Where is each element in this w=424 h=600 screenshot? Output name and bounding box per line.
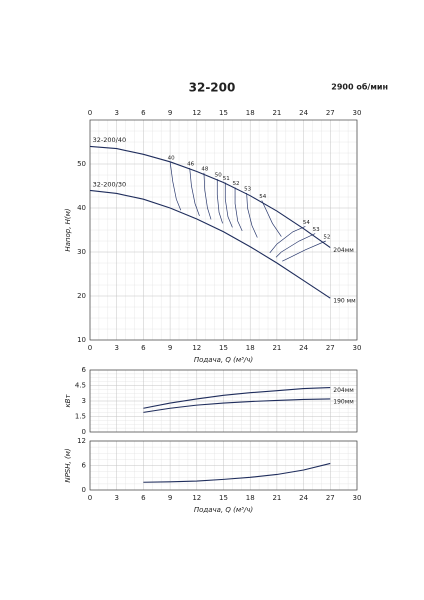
x-tick-label: 3: [114, 494, 118, 502]
plot-frame: [89, 440, 358, 491]
plot-frame: [89, 369, 358, 433]
annotation: 32-200/30: [93, 181, 126, 189]
annotation: 32-200/40: [93, 136, 126, 144]
y-axis-label: кВт: [64, 394, 72, 408]
x-tick-label: 12: [192, 344, 201, 352]
curve: [143, 398, 331, 413]
efficiency-contour: [224, 182, 233, 228]
x-tick-label-top: 30: [353, 109, 362, 117]
x-tick-label: 6: [141, 344, 146, 352]
x-tick-label: 27: [326, 344, 335, 352]
efficiency-label: 51: [223, 176, 230, 182]
y-tick-label: 3: [82, 397, 86, 405]
efficiency-contour: [189, 167, 200, 217]
y-tick-label: 4.5: [75, 382, 86, 390]
efficiency-contour: [216, 178, 223, 224]
curve-label: 204мм: [333, 247, 354, 254]
curve-label: 204мм: [333, 387, 354, 394]
y-axis-label: NPSH, (м): [64, 448, 72, 483]
x-tick-label-top: 27: [326, 109, 335, 117]
x-axis-label: Подача, Q (м³/ч): [194, 356, 254, 364]
curve-label: 190мм: [333, 398, 354, 405]
y-axis-label: Напор, H(м): [64, 208, 72, 252]
efficiency-label: 52: [323, 235, 330, 241]
x-tick-label-top: 6: [141, 109, 146, 117]
x-tick-label-top: 18: [246, 109, 255, 117]
efficiency-contour: [169, 161, 182, 211]
y-tick-label: 10: [77, 336, 86, 344]
x-tick-label: 30: [353, 344, 362, 352]
x-tick-label: 15: [219, 494, 228, 502]
x-tick-label-top: 21: [272, 109, 281, 117]
x-tick-label: 15: [219, 344, 228, 352]
x-tick-label: 18: [246, 344, 255, 352]
rpm-label: 2900 об/мин: [331, 82, 388, 92]
y-tick-label: 6: [82, 366, 87, 374]
y-tick-label: 40: [77, 204, 86, 212]
x-tick-label: 9: [168, 344, 172, 352]
curve: [143, 462, 331, 483]
x-tick-label: 0: [88, 494, 92, 502]
x-tick-label-top: 9: [168, 109, 172, 117]
x-tick-label-top: 0: [88, 109, 92, 117]
y-tick-label: 6: [82, 462, 87, 470]
y-tick-label: 30: [77, 248, 86, 256]
curve: [89, 189, 331, 299]
efficiency-contour: [234, 187, 243, 232]
y-tick-label: 12: [77, 437, 86, 445]
x-tick-label: 6: [141, 494, 146, 502]
plot-frame: [89, 119, 358, 341]
x-tick-label: 24: [299, 494, 308, 502]
efficiency-contour: [275, 233, 316, 258]
efficiency-contour: [282, 240, 326, 262]
curve: [89, 145, 331, 249]
efficiency-label: 46: [187, 161, 194, 167]
y-tick-label: 50: [77, 160, 86, 168]
x-tick-label-top: 12: [192, 109, 201, 117]
efficiency-contour: [246, 193, 258, 238]
x-tick-label: 24: [299, 344, 308, 352]
curve-label: 190 мм: [333, 298, 355, 305]
efficiency-label: 53: [313, 227, 320, 233]
efficiency-contour: [261, 200, 282, 237]
efficiency-label: 53: [244, 187, 251, 193]
x-tick-label: 30: [353, 494, 362, 502]
x-tick-label: 12: [192, 494, 201, 502]
efficiency-label: 52: [233, 181, 240, 187]
y-tick-label: 20: [77, 292, 86, 300]
efficiency-label: 54: [303, 220, 310, 226]
x-tick-label: 18: [246, 494, 255, 502]
efficiency-label: 50: [215, 172, 222, 178]
x-tick-label: 3: [114, 344, 118, 352]
y-tick-label: 1.5: [75, 413, 86, 421]
x-tick-label-top: 24: [299, 109, 308, 117]
x-tick-label-top: 3: [114, 109, 118, 117]
y-tick-label: 0: [82, 486, 86, 494]
x-tick-label: 0: [88, 344, 92, 352]
x-tick-label: 21: [272, 494, 281, 502]
efficiency-label: 48: [201, 166, 208, 172]
efficiency-label: 54: [259, 194, 266, 200]
efficiency-contour: [203, 172, 212, 220]
efficiency-label: 40: [168, 155, 175, 161]
curve: [143, 387, 331, 409]
x-tick-label: 21: [272, 344, 281, 352]
y-tick-label: 0: [82, 428, 86, 436]
efficiency-contour: [269, 226, 306, 254]
x-axis-label: Подача, Q (м³/ч): [194, 506, 254, 514]
x-tick-label: 27: [326, 494, 335, 502]
chart-title: 32-200: [189, 81, 236, 95]
x-tick-label-top: 15: [219, 109, 228, 117]
x-tick-label: 9: [168, 494, 172, 502]
